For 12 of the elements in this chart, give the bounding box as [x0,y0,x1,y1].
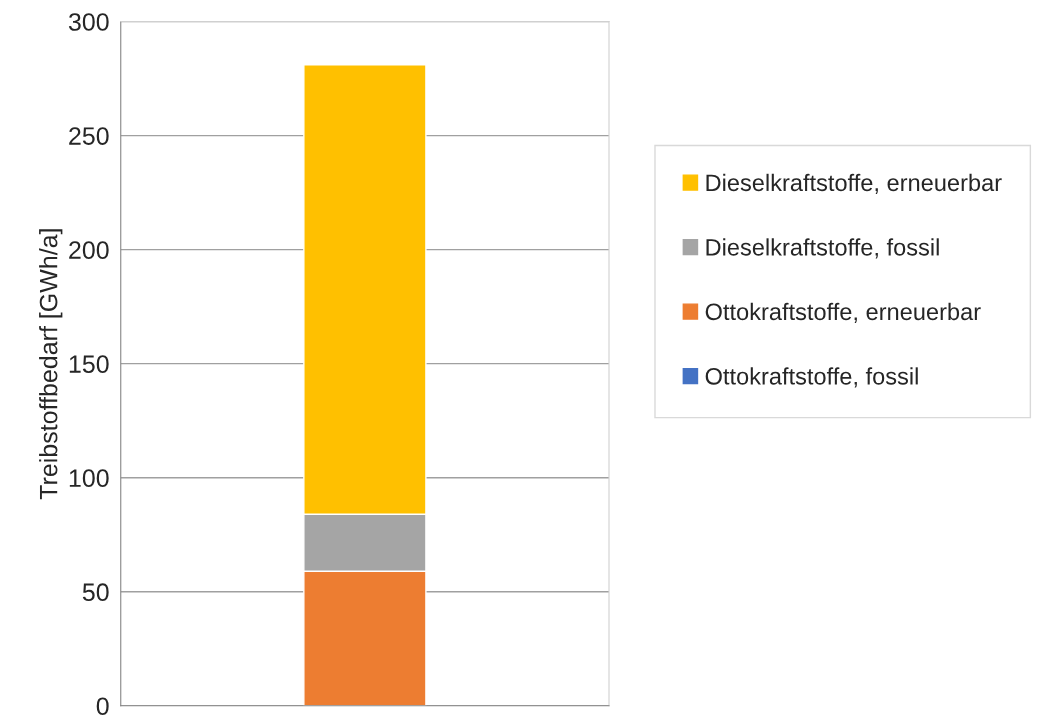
legend-label: Ottokraftstoffe, fossil [705,367,918,388]
y-tick-label: 300 [68,13,109,31]
legend-label: Dieselkraftstoffe, erneuerbar [706,173,1002,194]
y-tick-label: 0 [96,697,109,716]
y-tick-label: 50 [82,583,109,602]
y-tick-label: 100 [69,469,109,488]
y-axis-title: Treibstoffbedarf [GWh/a] [39,229,63,500]
legend-label: Ottokraftstoffe, erneuerbar [705,302,981,323]
y-tick-label: 200 [69,241,109,259]
legend-label: Dieselkraftstoffe, fossil [706,238,939,259]
y-tick-label: 250 [69,127,109,145]
y-tick-label: 150 [69,355,109,373]
